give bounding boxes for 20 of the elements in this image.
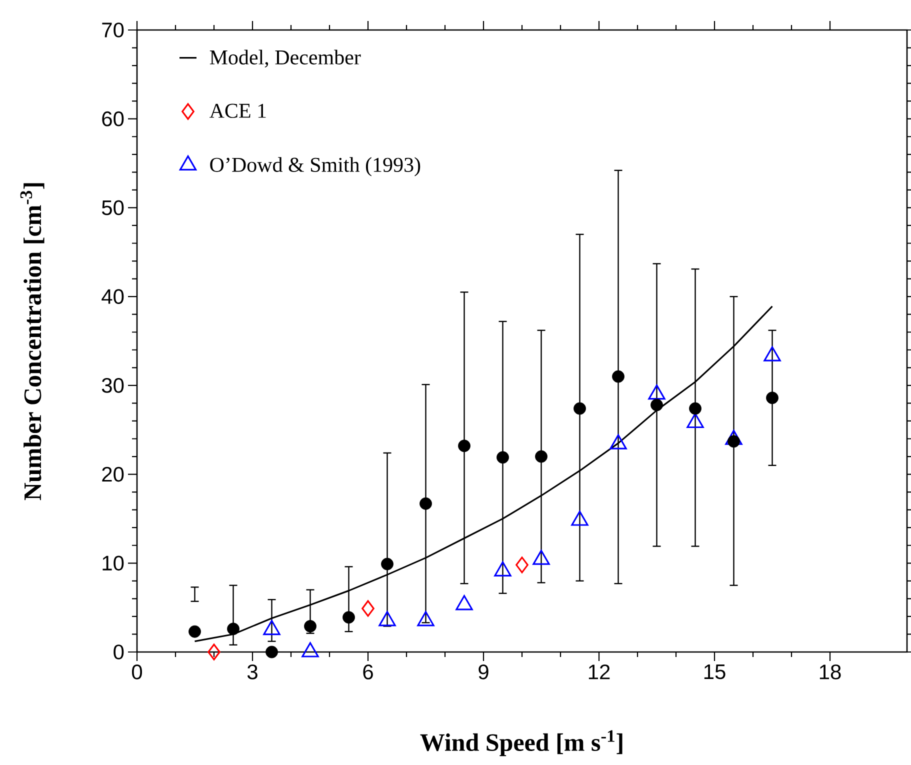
x-tick-label: 0 <box>132 664 142 680</box>
legend-label: Model, December <box>210 50 361 68</box>
y-tick-label: 40 <box>102 289 124 304</box>
legend-label: ACE 1 <box>209 104 266 118</box>
y-tick-label: 20 <box>102 466 124 482</box>
x-tick-label: 18 <box>820 664 841 680</box>
y-tick-label: 0 <box>114 644 124 660</box>
legend-label: O’Dowd & Smith (1993) <box>210 157 420 176</box>
x-tick-label: 9 <box>478 664 488 680</box>
x-tick-label: 3 <box>247 664 258 680</box>
x-tick-label: 6 <box>363 664 373 680</box>
x-tick-label: 15 <box>704 664 726 680</box>
x-axis-title: Wind Speed [m s$^{-1}$] <box>420 730 622 756</box>
y-tick-label: 60 <box>102 111 124 126</box>
y-tick-label: 10 <box>102 556 124 571</box>
x-tick-label: 12 <box>588 664 610 680</box>
y-axis-title: Number Concentration [cm$^{-3}$] <box>20 183 44 500</box>
y-tick-label: 30 <box>102 378 124 393</box>
y-tick-label: 70 <box>102 22 124 38</box>
y-tick-label: 50 <box>102 200 124 216</box>
